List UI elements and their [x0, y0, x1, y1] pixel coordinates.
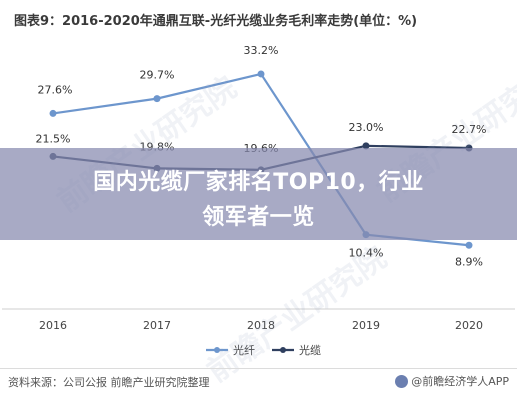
data-label-s1-2017: 29.7% — [140, 69, 175, 82]
legend-label-1: 光纤 — [233, 343, 255, 357]
data-point-s1-2020 — [465, 241, 473, 249]
x-tick-label-2016: 2016 — [39, 319, 67, 332]
chart-title: 图表9：2016-2020年通鼎互联-光纤光缆业务毛利率走势(单位：%) — [14, 14, 418, 29]
x-tick-label-2020: 2020 — [455, 319, 483, 332]
data-point-s2-2019 — [362, 142, 370, 150]
data-point-s1-2017 — [153, 95, 161, 103]
x-tick-label-2017: 2017 — [143, 319, 171, 332]
credit: @前瞻经济学人APP — [395, 373, 509, 389]
footer-divider — [0, 368, 517, 369]
source-note: 资料来源：公司公报 前瞻产业研究院整理 — [8, 376, 210, 389]
x-tick-label-2019: 2019 — [352, 319, 380, 332]
data-label-s1-2020: 8.9% — [455, 255, 483, 268]
data-label-s1-2018: 33.2% — [244, 44, 279, 57]
legend-marker-2 — [280, 347, 286, 353]
banner-headline-line2: 领军者一览 — [202, 205, 315, 230]
data-label-s2-2020: 22.7% — [452, 123, 487, 136]
data-label-s2-2016: 21.5% — [36, 132, 71, 145]
data-point-s1-2016 — [49, 109, 57, 117]
legend-label-2: 光缆 — [299, 343, 321, 357]
credit-text: @前瞻经济学人APP — [411, 375, 509, 388]
data-point-s1-2018 — [257, 70, 265, 78]
x-tick-label-2018: 2018 — [247, 319, 275, 332]
data-label-s1-2019: 10.4% — [349, 247, 384, 260]
data-label-s1-2016: 27.6% — [38, 83, 73, 96]
data-label-s2-2019: 23.0% — [349, 121, 384, 134]
legend-marker-1 — [214, 347, 220, 353]
banner-headline-line1: 国内光缆厂家排名TOP10，行业 — [93, 170, 424, 195]
brand-logo-icon — [395, 374, 409, 388]
overlay-banner[interactable]: 国内光缆厂家排名TOP10，行业 领军者一览 — [0, 148, 517, 240]
